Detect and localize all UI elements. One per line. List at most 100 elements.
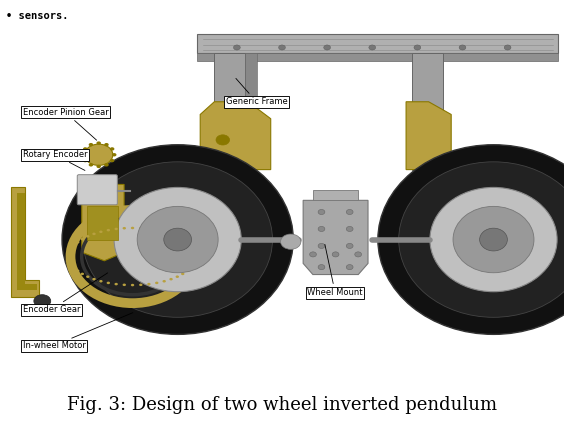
Circle shape (175, 276, 179, 278)
Ellipse shape (399, 162, 564, 317)
Circle shape (83, 147, 87, 151)
Circle shape (99, 231, 103, 233)
Bar (87, 206, 118, 240)
Circle shape (110, 147, 114, 151)
Circle shape (504, 45, 511, 50)
Text: Generic Frame: Generic Frame (226, 78, 287, 106)
Circle shape (89, 143, 93, 146)
Circle shape (155, 229, 158, 232)
Text: Fig. 3: Design of two wheel inverted pendulum: Fig. 3: Design of two wheel inverted pen… (67, 396, 497, 414)
Circle shape (324, 45, 331, 50)
Circle shape (175, 235, 179, 237)
Bar (214, 53, 245, 170)
Circle shape (193, 251, 197, 254)
Circle shape (147, 228, 151, 230)
Circle shape (99, 280, 103, 282)
Circle shape (355, 252, 362, 257)
Ellipse shape (479, 228, 508, 251)
Bar (313, 190, 358, 201)
Bar (245, 53, 257, 161)
Circle shape (192, 262, 195, 265)
Circle shape (81, 273, 84, 275)
Circle shape (81, 153, 86, 156)
Circle shape (68, 255, 71, 258)
Circle shape (169, 233, 173, 235)
Circle shape (318, 226, 325, 232)
Circle shape (110, 159, 114, 162)
Polygon shape (406, 102, 451, 170)
Ellipse shape (164, 228, 192, 251)
Text: Encoder Pinion Gear: Encoder Pinion Gear (23, 108, 108, 140)
Circle shape (131, 227, 134, 229)
Circle shape (107, 282, 110, 284)
Circle shape (318, 265, 325, 270)
Circle shape (147, 283, 151, 285)
Bar (412, 53, 443, 170)
Circle shape (346, 209, 353, 215)
Circle shape (96, 165, 101, 168)
Circle shape (114, 283, 118, 285)
Circle shape (459, 45, 466, 50)
Text: Wheel Mount: Wheel Mount (307, 244, 363, 297)
Text: Rotary Encoder: Rotary Encoder (23, 150, 87, 170)
Polygon shape (82, 184, 124, 261)
Circle shape (68, 251, 72, 254)
Circle shape (76, 270, 80, 272)
FancyBboxPatch shape (77, 175, 117, 205)
Polygon shape (303, 201, 368, 275)
Circle shape (34, 295, 51, 307)
Circle shape (70, 248, 73, 251)
Circle shape (96, 142, 101, 145)
Polygon shape (11, 187, 39, 297)
Circle shape (190, 244, 193, 247)
Ellipse shape (453, 206, 534, 273)
Circle shape (83, 159, 87, 162)
Ellipse shape (83, 162, 272, 317)
Text: Encoder Gear: Encoder Gear (23, 273, 108, 314)
Circle shape (346, 243, 353, 248)
Circle shape (155, 282, 158, 284)
Circle shape (81, 238, 84, 240)
Circle shape (279, 45, 285, 50)
Circle shape (280, 234, 301, 249)
Circle shape (194, 255, 197, 258)
Circle shape (86, 235, 90, 237)
Ellipse shape (378, 145, 564, 335)
Circle shape (85, 144, 113, 165)
Circle shape (131, 284, 134, 286)
Ellipse shape (62, 145, 293, 335)
Circle shape (169, 278, 173, 280)
Circle shape (162, 280, 166, 282)
Circle shape (193, 259, 197, 262)
Circle shape (233, 45, 240, 50)
Circle shape (68, 259, 72, 262)
Polygon shape (197, 53, 558, 61)
Circle shape (318, 243, 325, 248)
Circle shape (162, 231, 166, 233)
Circle shape (112, 153, 116, 156)
Circle shape (92, 278, 96, 280)
Circle shape (122, 284, 126, 286)
Circle shape (86, 276, 90, 278)
Circle shape (369, 45, 376, 50)
Circle shape (346, 265, 353, 270)
Circle shape (72, 244, 76, 247)
Circle shape (332, 252, 339, 257)
Circle shape (122, 227, 126, 229)
Polygon shape (197, 34, 558, 53)
Circle shape (181, 273, 184, 275)
Circle shape (70, 262, 73, 265)
Ellipse shape (430, 187, 557, 292)
Circle shape (72, 266, 76, 269)
Circle shape (76, 241, 80, 243)
Circle shape (92, 233, 96, 235)
Circle shape (310, 252, 316, 257)
Ellipse shape (137, 206, 218, 273)
Circle shape (107, 229, 110, 232)
Circle shape (318, 209, 325, 215)
Circle shape (114, 228, 118, 230)
Circle shape (181, 238, 184, 240)
Circle shape (89, 163, 93, 167)
Polygon shape (200, 102, 271, 170)
Circle shape (186, 241, 189, 243)
